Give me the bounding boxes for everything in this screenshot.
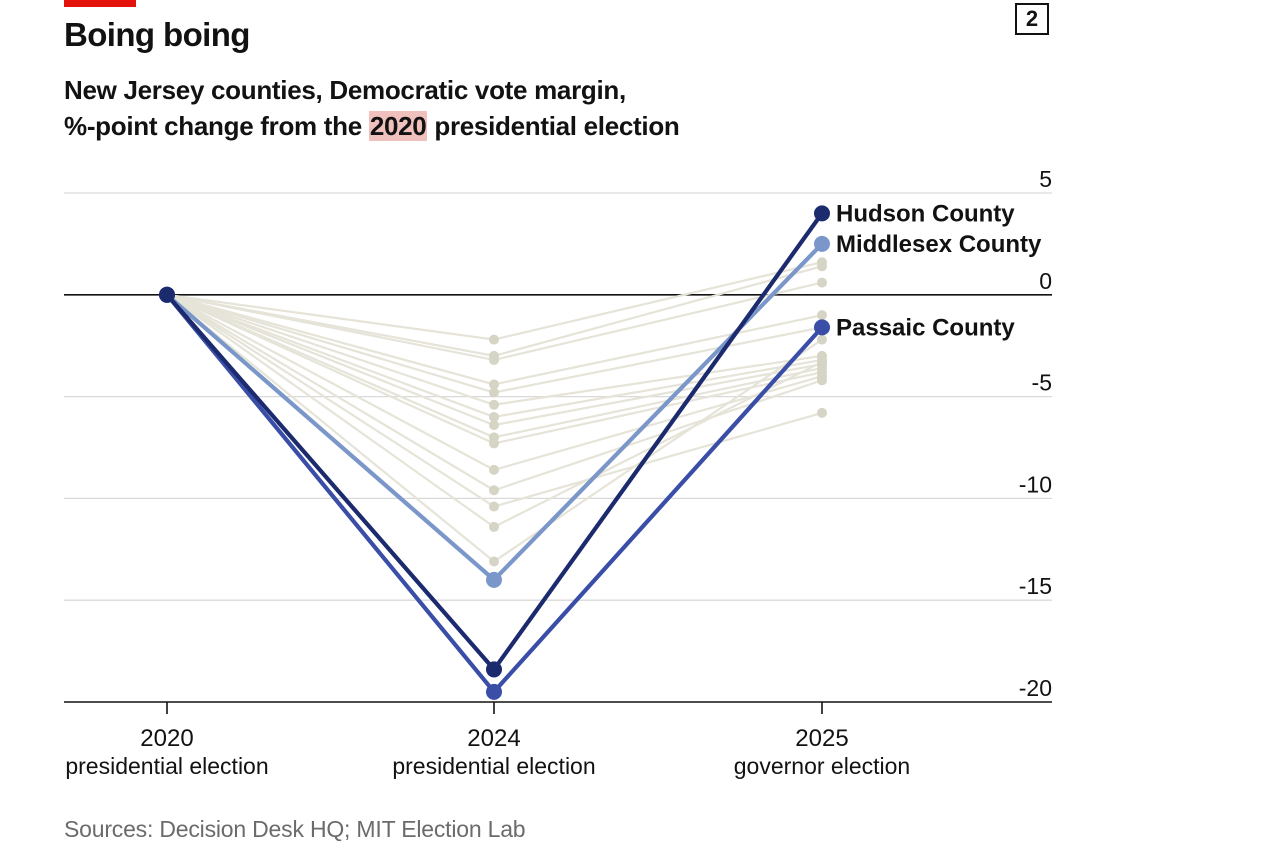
- background-county-point: [817, 334, 827, 345]
- background-county-point: [489, 464, 499, 475]
- background-county-point: [489, 387, 499, 398]
- subtitle-line-2-post: presidential election: [427, 111, 680, 141]
- y-tick-label: -15: [1019, 573, 1052, 599]
- background-county-point: [817, 277, 827, 288]
- background-county-point: [489, 379, 499, 390]
- series-point-middlesex-county: [814, 235, 830, 252]
- y-tick-label: -20: [1019, 675, 1052, 701]
- background-county-point: [489, 399, 499, 410]
- background-county-point: [817, 375, 827, 386]
- chart-subtitle: New Jersey counties, Democratic vote mar…: [64, 72, 680, 144]
- x-tick-label-type: governor election: [734, 753, 910, 779]
- source-note: Sources: Decision Desk HQ; MIT Election …: [64, 816, 526, 842]
- series-point-middlesex-county: [486, 571, 502, 588]
- chart-number-badge: 2: [1015, 3, 1049, 35]
- y-tick-label: 5: [1039, 166, 1052, 192]
- background-county-point: [489, 334, 499, 345]
- background-county-point: [489, 354, 499, 365]
- subtitle-line-2-pre: %-point change from the: [64, 111, 369, 141]
- background-county-point: [489, 501, 499, 512]
- series-label-middlesex-county: Middlesex County: [836, 231, 1042, 258]
- x-tick-label-year: 2020: [140, 725, 193, 752]
- series-point-passaic-county: [814, 319, 830, 336]
- y-tick-label: 0: [1039, 268, 1052, 294]
- background-county-point: [489, 420, 499, 431]
- chart-title: Boing boing: [64, 16, 250, 53]
- x-tick-label-year: 2025: [795, 725, 848, 752]
- series-point-passaic-county: [486, 683, 502, 700]
- background-county-point: [817, 407, 827, 418]
- y-tick-label: -10: [1019, 471, 1052, 497]
- background-county-point: [489, 556, 499, 567]
- background-county-point: [817, 261, 827, 272]
- y-tick-label: -5: [1032, 370, 1052, 396]
- subtitle-highlight-2020: 2020: [368, 111, 428, 141]
- series-label-hudson-county: Hudson County: [836, 200, 1015, 227]
- background-county-point: [489, 438, 499, 449]
- x-tick-label-year: 2024: [467, 725, 520, 752]
- background-county-point: [489, 485, 499, 496]
- subtitle-line-1: New Jersey counties, Democratic vote mar…: [64, 75, 626, 105]
- series-label-passaic-county: Passaic County: [836, 314, 1015, 341]
- background-county-point: [489, 521, 499, 532]
- series-point-hudson-county: [159, 286, 175, 303]
- series-point-hudson-county: [486, 661, 502, 678]
- background-county-point: [817, 356, 827, 367]
- brand-red-tag: [64, 0, 136, 7]
- background-county-point: [489, 411, 499, 422]
- background-county-point: [817, 310, 827, 321]
- x-tick-label-type: presidential election: [65, 753, 268, 779]
- x-tick-label-type: presidential election: [392, 753, 595, 779]
- series-point-hudson-county: [814, 205, 830, 222]
